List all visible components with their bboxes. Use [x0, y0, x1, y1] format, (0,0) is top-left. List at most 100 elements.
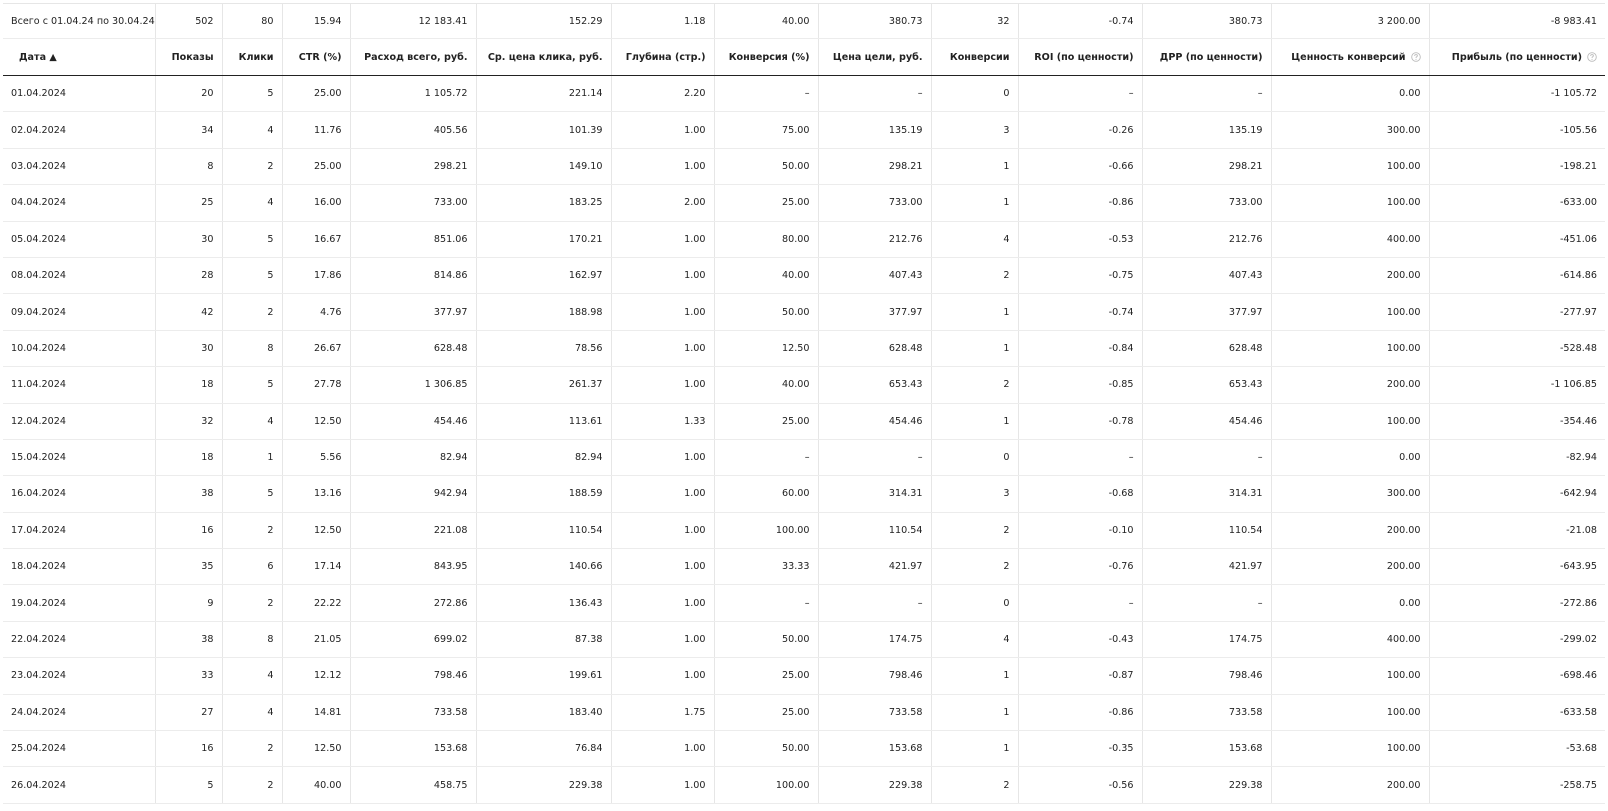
cell-text: 699.02	[433, 634, 468, 646]
column-header[interactable]: Ценность конверсий	[1271, 38, 1430, 76]
data-cell: 628.48	[818, 330, 932, 368]
column-header[interactable]: Конверсии	[931, 38, 1019, 76]
data-cell: -0.86	[1018, 184, 1143, 222]
data-cell: 40.00	[714, 257, 819, 295]
data-cell: -0.85	[1018, 366, 1143, 404]
column-header[interactable]: Клики	[222, 38, 283, 76]
cell-text: 0	[1003, 597, 1010, 609]
data-cell: 19.04.2024	[3, 584, 156, 622]
totals-cell: 12 183.41	[350, 3, 477, 39]
data-cell: 13.16	[282, 475, 351, 513]
cell-text: 15.04.2024	[11, 452, 66, 464]
data-cell: 733.00	[1142, 184, 1272, 222]
cell-text: 2	[1003, 524, 1010, 536]
cell-text: 421.97	[888, 561, 923, 573]
cell-text: -643.95	[1559, 561, 1597, 573]
data-cell: 1 306.85	[350, 366, 477, 404]
cell-text: 5	[267, 379, 274, 391]
cell-text: 24.04.2024	[11, 706, 66, 718]
cell-text: 0.00	[1399, 597, 1421, 609]
cell-text: 380.73	[888, 15, 923, 27]
cell-text: -272.86	[1559, 597, 1597, 609]
cell-text: 30	[201, 233, 214, 245]
data-cell: 80.00	[714, 221, 819, 258]
column-header[interactable]: Показы	[155, 38, 223, 76]
cell-text: 101.39	[568, 124, 603, 136]
cell-text: -0.76	[1108, 561, 1134, 573]
data-cell: 407.43	[818, 257, 932, 295]
cell-text: –	[1257, 597, 1263, 609]
data-cell: 1.33	[611, 403, 715, 440]
data-cell: 1.00	[611, 657, 715, 695]
data-cell: 18.04.2024	[3, 548, 156, 586]
help-icon[interactable]	[1587, 51, 1597, 62]
data-cell: 188.98	[476, 293, 612, 331]
data-cell: -633.58	[1429, 694, 1605, 732]
cell-text: CTR (%)	[298, 51, 342, 63]
cell-text: 100.00	[775, 779, 810, 791]
column-header[interactable]: Глубина (стр.)	[611, 38, 715, 76]
cell-text: 261.37	[568, 379, 603, 391]
data-cell: 314.31	[818, 475, 932, 513]
data-row: 25.04.2024 16 2 12.50 153.68 76.84 1.00 50.00 15…	[3, 730, 1605, 768]
cell-text: 38	[201, 488, 214, 500]
data-cell: 100.00	[714, 766, 819, 804]
cell-text: 212.76	[888, 233, 923, 245]
cell-text: 100.00	[1386, 706, 1421, 718]
column-header[interactable]: Цена цели, руб.	[818, 38, 932, 76]
data-row: 01.04.2024 20 5 25.00 1 105.72 221.14 2.20 – – 0 –…	[3, 75, 1605, 113]
cell-text: -698.46	[1559, 670, 1597, 682]
data-cell: 5	[222, 257, 283, 295]
data-cell: -82.94	[1429, 439, 1605, 477]
column-header[interactable]: Дата ▲	[3, 38, 156, 76]
data-cell: 12.04.2024	[3, 403, 156, 440]
data-cell: 50.00	[714, 621, 819, 659]
data-cell: 200.00	[1271, 366, 1430, 404]
cell-text: 3	[1003, 488, 1010, 500]
data-cell: -614.86	[1429, 257, 1605, 295]
column-header[interactable]: ROI (по ценности)	[1018, 38, 1143, 76]
cell-text: -0.35	[1108, 743, 1134, 755]
column-header[interactable]: Расход всего, руб.	[350, 38, 477, 76]
data-cell: 628.48	[1142, 330, 1272, 368]
column-header[interactable]: CTR (%)	[282, 38, 351, 76]
cell-text: -0.53	[1108, 233, 1134, 245]
data-cell: 27	[155, 694, 223, 732]
data-cell: 22.22	[282, 584, 351, 622]
data-cell: 100.00	[1271, 330, 1430, 368]
column-header[interactable]: Ср. цена клика, руб.	[476, 38, 612, 76]
cell-text: 300.00	[1386, 124, 1421, 136]
cell-text: 199.61	[568, 670, 603, 682]
cell-text: 11.76	[314, 124, 342, 136]
column-header[interactable]: ДРР (по ценности)	[1142, 38, 1272, 76]
column-header[interactable]: Прибыль (по ценности)	[1429, 38, 1605, 76]
cell-text: 20	[201, 88, 214, 100]
data-cell: 199.61	[476, 657, 612, 695]
cell-text: 1.00	[684, 670, 706, 682]
data-cell: –	[818, 439, 932, 477]
data-cell: 153.68	[1142, 730, 1272, 768]
column-header[interactable]: Конверсия (%)	[714, 38, 819, 76]
cell-text: Ср. цена клика, руб.	[487, 51, 603, 63]
cell-text: -0.56	[1108, 779, 1134, 791]
data-cell: -0.84	[1018, 330, 1143, 368]
cell-text: 5.56	[320, 452, 342, 464]
data-cell: -272.86	[1429, 584, 1605, 622]
data-cell: 5	[222, 221, 283, 258]
data-cell: -0.76	[1018, 548, 1143, 586]
data-cell: 1 105.72	[350, 75, 477, 113]
data-cell: -1 106.85	[1429, 366, 1605, 404]
cell-text: 42	[201, 306, 214, 318]
cell-text: 733.58	[433, 706, 468, 718]
totals-cell: 80	[222, 3, 283, 39]
totals-cell: 380.73	[818, 3, 932, 39]
cell-text: -0.87	[1108, 670, 1134, 682]
cell-text: 1	[1003, 670, 1010, 682]
data-cell: 12.12	[282, 657, 351, 695]
cell-text: 8	[267, 634, 274, 646]
cell-text: 1 306.85	[424, 379, 468, 391]
help-icon[interactable]	[1410, 51, 1421, 62]
cell-text: –	[917, 88, 923, 100]
cell-text: 733.00	[888, 197, 923, 209]
cell-text: -0.43	[1108, 634, 1134, 646]
